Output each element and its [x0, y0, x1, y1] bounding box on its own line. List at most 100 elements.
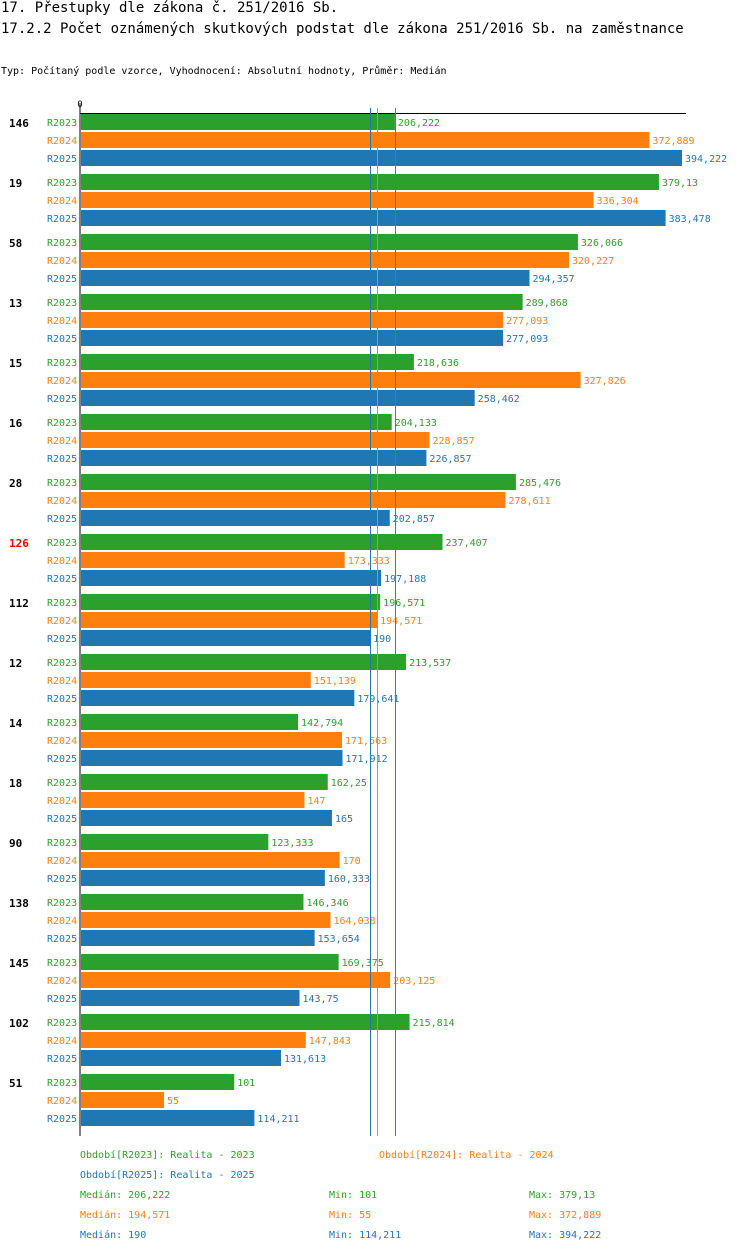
- series-label: R2024: [47, 196, 77, 207]
- bar-12-R2024: [81, 672, 311, 688]
- value-label: 394,222: [685, 154, 727, 165]
- bar-145-R2023: [81, 954, 339, 970]
- value-label: 142,794: [301, 718, 343, 729]
- stat-median-r2025: Medián: 190: [80, 1230, 147, 1241]
- legend-r2024: Období[R2024]: Realita - 2024: [379, 1150, 554, 1161]
- category-label-102: 102: [9, 1017, 29, 1030]
- series-label: R2024: [47, 436, 77, 447]
- value-label: 336,304: [597, 196, 639, 207]
- bar-146-R2024: [81, 132, 650, 148]
- series-label: R2024: [47, 556, 77, 567]
- series-label: R2025: [47, 214, 77, 225]
- series-label: R2023: [47, 118, 77, 129]
- value-label: 372,889: [652, 136, 694, 147]
- value-label: 162,25: [331, 778, 367, 789]
- series-label: R2023: [47, 1018, 77, 1029]
- bar-138-R2023: [81, 894, 304, 910]
- series-label: R2023: [47, 418, 77, 429]
- bar-146-R2025: [81, 150, 682, 166]
- bar-90-R2023: [81, 834, 269, 850]
- value-label: 327,826: [584, 376, 626, 387]
- series-label: R2024: [47, 136, 77, 147]
- legend-r2025: Období[R2025]: Realita - 2025: [80, 1170, 255, 1181]
- bar-12-R2025: [81, 690, 355, 706]
- category-label-138: 138: [9, 897, 29, 910]
- series-label: R2025: [47, 274, 77, 285]
- value-label: 294,357: [533, 274, 575, 285]
- category-label-15: 15: [9, 357, 22, 370]
- value-label: 226,857: [429, 454, 471, 465]
- stat-min-r2024: Min: 55: [329, 1210, 372, 1221]
- series-label: R2023: [47, 838, 77, 849]
- bar-16-R2023: [81, 414, 392, 430]
- series-label: R2025: [47, 334, 77, 345]
- series-label: R2024: [47, 736, 77, 747]
- value-label: 160,333: [328, 874, 370, 885]
- bar-16-R2024: [81, 432, 430, 448]
- value-label: 320,227: [572, 256, 614, 267]
- category-label-13: 13: [9, 297, 22, 310]
- bar-15-R2025: [81, 390, 475, 406]
- bar-16-R2025: [81, 450, 427, 466]
- bar-chart: 0 146 R2023 206,222 R2024 372,889 R2025 394,222…: [9, 100, 727, 1136]
- bar-102-R2023: [81, 1014, 410, 1030]
- series-label: R2024: [47, 316, 77, 327]
- bar-138-R2025: [81, 930, 315, 946]
- value-label: 277,093: [506, 316, 548, 327]
- stat-min-r2025: Min: 114,211: [329, 1230, 402, 1241]
- bar-18-R2024: [81, 792, 305, 808]
- stat-max-r2023: Max: 379,13: [529, 1190, 596, 1201]
- bar-58-R2025: [81, 270, 530, 286]
- category-label-112: 112: [9, 597, 29, 610]
- value-label: 196,571: [383, 598, 425, 609]
- category-label-145: 145: [9, 957, 29, 970]
- value-label: 190: [373, 634, 391, 645]
- series-label: R2024: [47, 1096, 77, 1107]
- series-label: R2025: [47, 454, 77, 465]
- series-label: R2024: [47, 856, 77, 867]
- series-label: R2024: [47, 1036, 77, 1047]
- series-label: R2025: [47, 514, 77, 525]
- bar-19-R2025: [81, 210, 666, 226]
- value-label: 171,912: [346, 754, 388, 765]
- bar-90-R2025: [81, 870, 325, 886]
- series-label: R2023: [47, 478, 77, 489]
- value-label: 147: [307, 796, 325, 807]
- value-label: 228,857: [432, 436, 474, 447]
- bar-19-R2024: [81, 192, 594, 208]
- series-label: R2025: [47, 934, 77, 945]
- value-label: 203,125: [393, 976, 435, 987]
- value-label: 55: [167, 1096, 179, 1107]
- series-label: R2023: [47, 538, 77, 549]
- series-label: R2023: [47, 718, 77, 729]
- bar-146-R2023: [81, 114, 395, 130]
- value-label: 197,188: [384, 574, 426, 585]
- series-label: R2023: [47, 1078, 77, 1089]
- series-label: R2023: [47, 358, 77, 369]
- bar-126-R2025: [81, 570, 382, 586]
- series-label: R2023: [47, 298, 77, 309]
- value-label: 237,407: [446, 538, 488, 549]
- series-label: R2024: [47, 376, 77, 387]
- series-label: R2024: [47, 796, 77, 807]
- series-label: R2023: [47, 898, 77, 909]
- category-label-51: 51: [9, 1077, 23, 1090]
- bar-28-R2023: [81, 474, 516, 490]
- chart-subtitle: 17.2.2 Počet oznámených skutkových podst…: [1, 21, 684, 37]
- value-label: 151,139: [314, 676, 356, 687]
- bar-145-R2025: [81, 990, 300, 1006]
- series-label: R2025: [47, 814, 77, 825]
- value-label: 206,222: [398, 118, 440, 129]
- value-label: 194,571: [380, 616, 422, 627]
- bar-58-R2023: [81, 234, 578, 250]
- value-label: 218,636: [417, 358, 459, 369]
- stat-max-r2024: Max: 372,889: [529, 1210, 602, 1221]
- bar-112-R2024: [81, 612, 378, 628]
- bar-51-R2025: [81, 1110, 255, 1126]
- series-label: R2025: [47, 1054, 77, 1065]
- chart-info: Typ: Počítaný podle vzorce, Vyhodnocení:…: [1, 66, 447, 77]
- value-label: 123,333: [271, 838, 313, 849]
- category-label-12: 12: [9, 657, 22, 670]
- series-label: R2025: [47, 154, 77, 165]
- bar-15-R2023: [81, 354, 414, 370]
